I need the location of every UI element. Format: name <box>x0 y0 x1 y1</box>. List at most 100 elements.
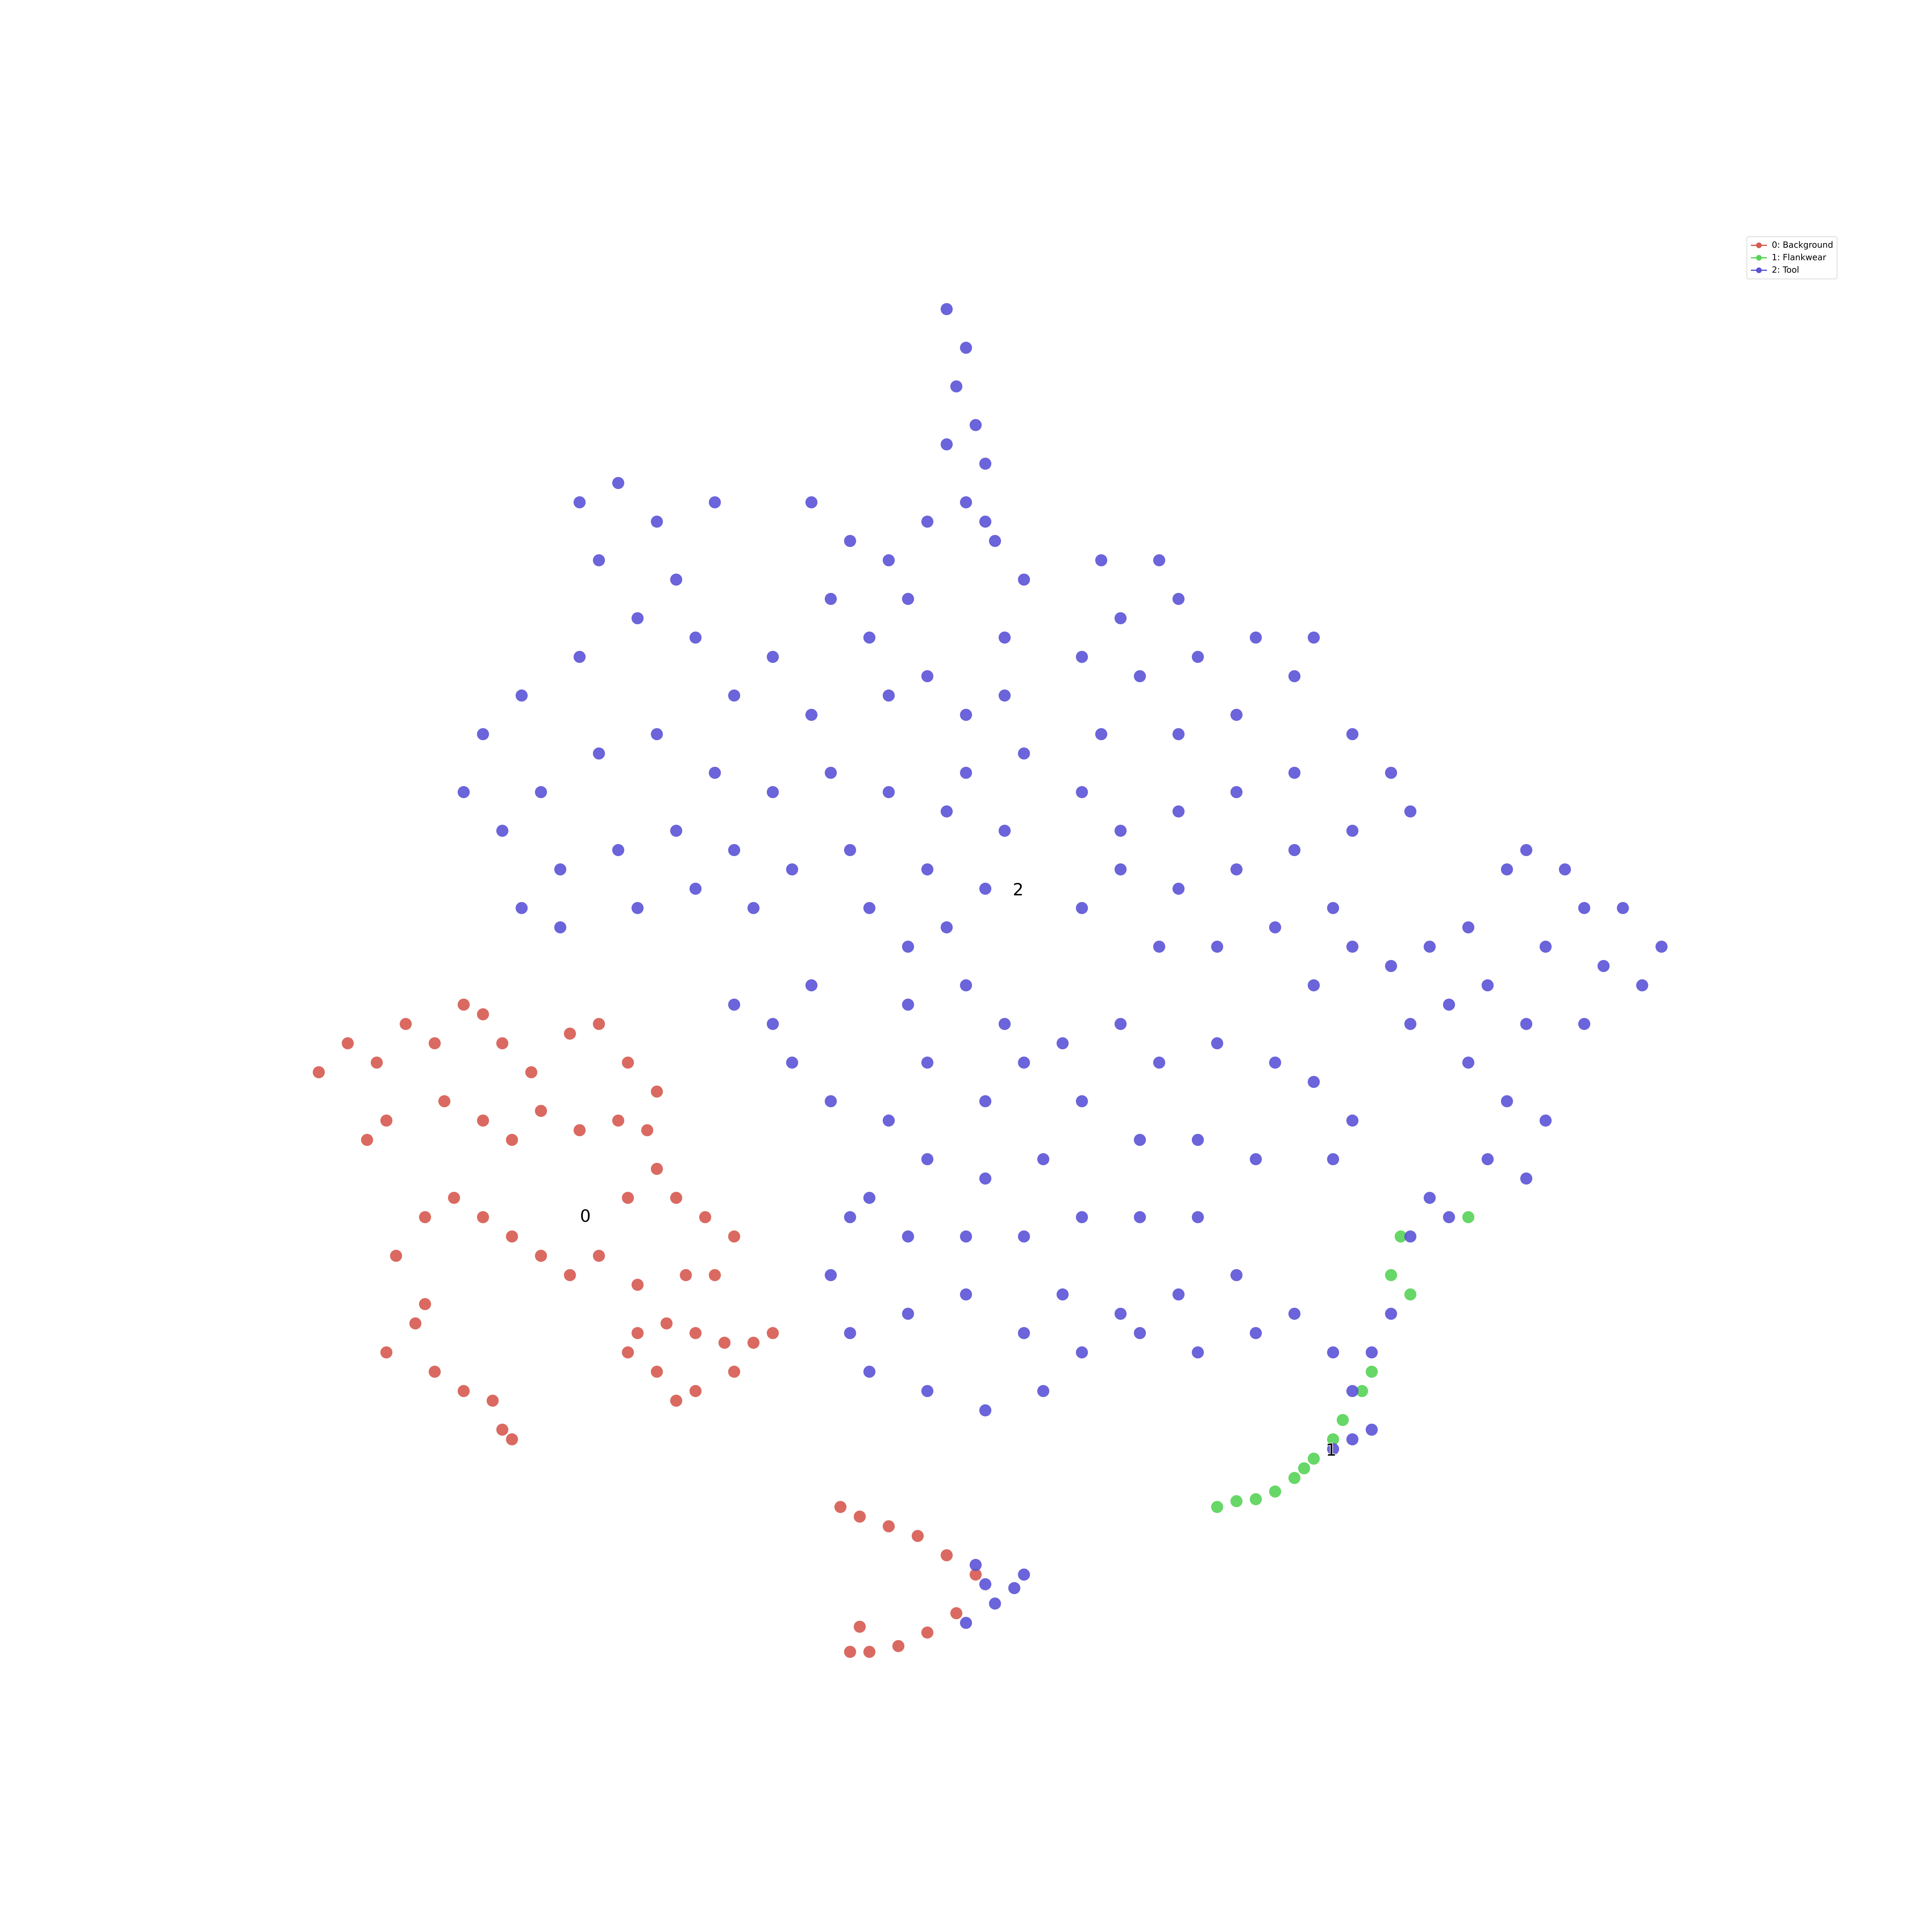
point <box>1269 1485 1281 1498</box>
point <box>941 303 953 315</box>
point <box>941 921 953 933</box>
point <box>651 1163 663 1175</box>
legend-marker <box>1756 255 1762 261</box>
point <box>506 1230 518 1243</box>
cluster-label: 2 <box>1013 879 1024 899</box>
point <box>1115 612 1127 624</box>
point <box>921 1385 933 1397</box>
point <box>1076 902 1088 914</box>
point <box>593 1018 605 1030</box>
point <box>641 1124 653 1136</box>
point <box>709 1269 721 1281</box>
point <box>612 477 624 489</box>
point <box>844 535 856 547</box>
point <box>448 1192 460 1204</box>
point <box>786 1057 798 1069</box>
point <box>632 612 644 624</box>
point <box>361 1134 373 1146</box>
point <box>883 689 895 702</box>
point <box>1230 786 1243 798</box>
point <box>825 1095 837 1107</box>
point <box>825 1269 837 1281</box>
point <box>1617 902 1629 914</box>
point <box>728 689 740 702</box>
point <box>902 593 914 605</box>
point <box>1366 1346 1378 1358</box>
point <box>921 670 933 682</box>
point <box>1076 651 1088 663</box>
point <box>409 1317 421 1329</box>
point <box>1115 1308 1127 1320</box>
point <box>458 786 470 798</box>
point <box>458 1385 470 1397</box>
point <box>689 1385 702 1397</box>
point <box>1404 805 1416 817</box>
point <box>554 921 566 933</box>
point <box>844 1211 856 1223</box>
point <box>989 1598 1001 1610</box>
point <box>999 825 1011 837</box>
point <box>1172 593 1185 605</box>
point <box>960 1230 972 1243</box>
point <box>854 1620 866 1633</box>
point <box>689 632 702 644</box>
point <box>1172 805 1185 817</box>
point <box>574 1124 586 1136</box>
point <box>1269 1057 1281 1069</box>
point <box>535 1250 547 1262</box>
point <box>1598 960 1610 972</box>
point <box>506 1433 518 1445</box>
point <box>1211 941 1223 953</box>
point <box>1404 1288 1416 1300</box>
point <box>1115 1018 1127 1030</box>
point <box>999 1018 1011 1030</box>
point <box>902 1308 914 1320</box>
point <box>941 805 953 817</box>
point <box>1462 1057 1474 1069</box>
point <box>477 728 489 740</box>
point <box>1424 1192 1436 1204</box>
point <box>516 689 528 702</box>
point <box>767 1018 779 1030</box>
point <box>1172 1288 1185 1300</box>
point <box>863 1646 875 1658</box>
point <box>1346 728 1358 740</box>
point <box>805 979 817 991</box>
legend-label: 2: Tool <box>1772 265 1799 275</box>
point <box>535 786 547 798</box>
point <box>921 1627 933 1639</box>
point <box>805 709 817 721</box>
point <box>1134 1211 1146 1223</box>
point <box>960 1617 972 1629</box>
point <box>1095 728 1107 740</box>
point <box>883 786 895 798</box>
point <box>313 1066 325 1078</box>
point <box>1288 1472 1300 1484</box>
point <box>689 883 702 895</box>
point <box>709 767 721 779</box>
point <box>1095 554 1107 566</box>
point <box>1655 941 1668 953</box>
point <box>651 1366 663 1378</box>
point <box>960 767 972 779</box>
point <box>593 554 605 566</box>
point <box>767 1327 779 1339</box>
point <box>1134 670 1146 682</box>
point <box>844 1327 856 1339</box>
point <box>419 1211 431 1223</box>
point <box>390 1250 402 1262</box>
point <box>892 1640 904 1652</box>
point <box>1018 747 1030 760</box>
point <box>1250 632 1262 644</box>
point <box>999 689 1011 702</box>
point <box>1288 670 1300 682</box>
point <box>1462 921 1474 933</box>
point <box>632 1279 644 1291</box>
point <box>1076 786 1088 798</box>
point <box>747 1337 760 1349</box>
point <box>999 632 1011 644</box>
point <box>1327 1153 1339 1165</box>
point <box>1037 1153 1049 1165</box>
point <box>979 516 991 528</box>
point <box>400 1018 412 1030</box>
